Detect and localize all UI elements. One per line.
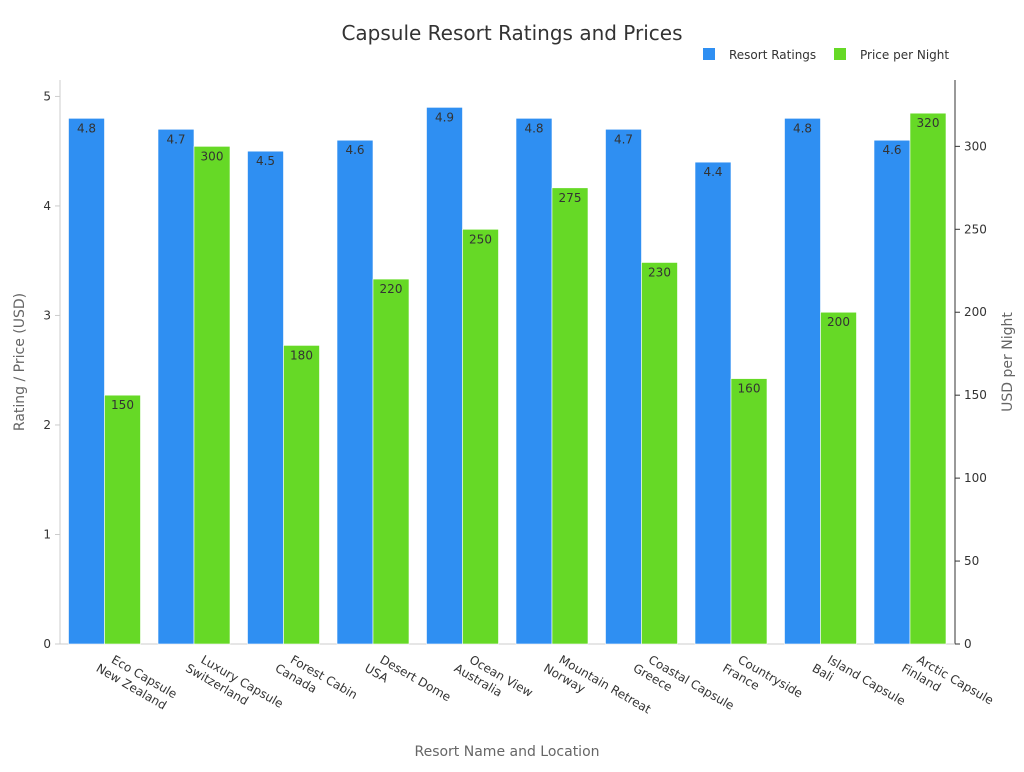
data-label-rating: 4.8	[524, 121, 543, 135]
x-category-label: Eco CapsuleNew Zealand	[94, 648, 180, 714]
data-label-rating: 4.9	[435, 110, 454, 124]
bar-price	[462, 228, 499, 645]
x-category-label: Desert DomeUSA	[362, 648, 453, 717]
y-ticks-left: 0 1 2 3 4 5	[43, 89, 60, 651]
data-label-price: 320	[917, 116, 940, 130]
bar-price	[820, 311, 857, 645]
data-label-rating: 4.6	[345, 143, 364, 157]
data-label-rating: 4.6	[882, 143, 901, 157]
y-tick-right-label: 150	[964, 388, 987, 402]
y-tick-right-label: 300	[964, 139, 987, 153]
legend-swatch-price	[834, 48, 846, 60]
x-category-label: Arctic CapsuleFinland	[899, 648, 996, 721]
data-label-price: 220	[380, 282, 403, 296]
data-label-price: 300	[201, 149, 224, 163]
data-label-rating: 4.8	[793, 121, 812, 135]
y-tick-right-label: 250	[964, 222, 987, 236]
bar-price	[372, 278, 410, 645]
y-axis-left-title: Rating / Price (USD)	[12, 293, 28, 431]
bar-price	[193, 146, 231, 645]
data-label-price: 275	[559, 191, 582, 205]
bar-price	[283, 345, 320, 645]
data-label-price: 230	[648, 265, 671, 279]
bar-rating	[68, 118, 105, 645]
y-tick-left-label: 3	[43, 308, 51, 322]
y-tick-right-label: 0	[964, 637, 972, 651]
data-label-price: 200	[827, 315, 850, 329]
bar-rating	[515, 118, 553, 645]
bar-rating	[336, 139, 374, 645]
legend: Resort Ratings Price per Night	[703, 48, 949, 62]
y-tick-left-label: 0	[43, 637, 51, 651]
y-ticks-right: 0 50 100 150 200 250 300	[955, 139, 987, 651]
x-category-name: Island Capsule	[825, 652, 908, 708]
bar-rating	[157, 128, 195, 645]
x-category-label: Island CapsuleBali	[810, 648, 908, 721]
x-axis-title: Resort Name and Location	[414, 744, 599, 760]
y-tick-left-label: 2	[43, 418, 51, 432]
legend-label-price: Price per Night	[860, 48, 949, 62]
bar-price	[909, 112, 947, 645]
legend-swatch-ratings	[703, 48, 715, 60]
bar-rating	[694, 161, 732, 645]
bar-price	[104, 394, 141, 645]
x-category-label: Luxury CapsuleSwitzerland	[183, 648, 285, 724]
bar-rating	[605, 128, 642, 645]
x-category-name: Desert Dome	[378, 652, 454, 704]
y-tick-left-label: 5	[43, 89, 51, 103]
chart-title: Capsule Resort Ratings and Prices	[341, 21, 682, 45]
y-tick-right-label: 100	[964, 471, 987, 485]
x-category-labels: Eco CapsuleNew Zealand Luxury CapsuleSwit…	[94, 648, 996, 730]
data-label-price: 160	[738, 382, 761, 396]
bars: 4.8 150 4.7 300 4.5 180 4.6 220 4.9 250 4.8 275 4.7 2…	[68, 107, 947, 645]
bar-price	[641, 262, 678, 645]
legend-label-ratings: Resort Ratings	[729, 48, 816, 62]
x-category-label: Forest CabinCanada	[273, 648, 360, 715]
data-label-rating: 4.4	[703, 165, 722, 179]
bar-rating	[784, 118, 821, 645]
y-tick-right-label: 50	[964, 554, 979, 568]
data-label-price: 180	[290, 348, 313, 362]
data-label-price: 150	[111, 398, 134, 412]
data-label-rating: 4.5	[256, 154, 275, 168]
x-category-label: Ocean ViewAustralia	[452, 648, 536, 713]
bar-price	[730, 378, 768, 645]
x-category-label: Mountain RetreatNorway	[541, 648, 653, 730]
bar-price	[551, 187, 589, 645]
y-tick-left-label: 1	[43, 527, 51, 541]
data-label-price: 250	[469, 232, 492, 246]
bar-rating	[873, 139, 911, 645]
data-label-rating: 4.8	[77, 121, 96, 135]
y-tick-left-label: 4	[43, 199, 51, 213]
bar-rating	[426, 107, 463, 645]
data-label-rating: 4.7	[166, 132, 185, 146]
y-tick-right-label: 200	[964, 305, 987, 319]
bar-rating	[247, 150, 284, 645]
y-axis-right-title: USD per Night	[1000, 312, 1016, 412]
data-label-rating: 4.7	[614, 132, 633, 146]
